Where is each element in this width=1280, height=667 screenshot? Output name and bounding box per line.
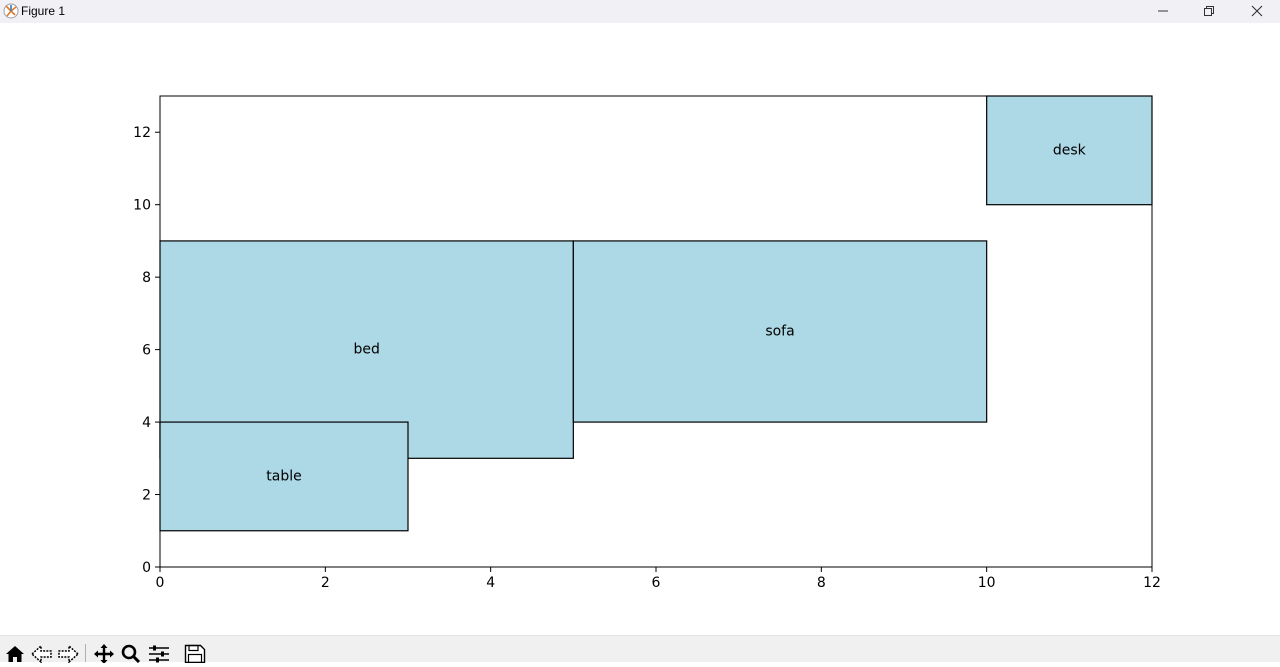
close-button[interactable]: [1234, 0, 1280, 23]
back-button[interactable]: [30, 643, 54, 664]
y-tick-label: 6: [142, 343, 151, 359]
forward-arrow-icon: [58, 644, 80, 664]
title-bar: Figure 1: [0, 0, 1280, 23]
home-icon: [6, 646, 24, 662]
figure-canvas[interactable]: bed sofa table desk 0 2 4 6 8 10 12 0 2 4 6 8 10 12: [0, 23, 1280, 635]
rect-table: [159, 421, 409, 532]
x-tick-label: 4: [486, 575, 495, 591]
y-tick-label: 4: [142, 415, 151, 431]
y-tick-label: 10: [133, 198, 151, 214]
rect-sofa: [572, 240, 988, 423]
home-button[interactable]: [3, 643, 27, 663]
y-tick-label: 2: [142, 488, 151, 504]
restore-button[interactable]: [1186, 0, 1232, 23]
forward-button[interactable]: [56, 643, 80, 664]
minimize-button[interactable]: [1140, 0, 1186, 23]
restore-icon: [1204, 6, 1214, 16]
rect-label-desk: desk: [1053, 142, 1087, 158]
rect-label-bed: bed: [353, 342, 379, 358]
y-tick-label: 8: [142, 270, 151, 286]
configure-subplots-button[interactable]: [147, 643, 171, 663]
rectangles-layer: bed sofa table desk: [159, 95, 1153, 532]
rect-label-sofa: sofa: [765, 324, 794, 340]
x-tick-label: 10: [978, 575, 996, 591]
pan-button[interactable]: [92, 643, 116, 664]
pan-move-icon: [94, 644, 114, 664]
save-floppy-icon: [184, 644, 206, 664]
x-tick-label: 0: [156, 575, 165, 591]
ticks-layer: 0 2 4 6 8 10 12 0 2 4 6 8 10 12: [133, 125, 1161, 591]
x-tick-label: 8: [817, 575, 826, 591]
subplots-config-icon: [149, 645, 169, 663]
rect-desk: [986, 95, 1153, 206]
window-title: Figure 1: [21, 4, 66, 18]
x-tick-label: 2: [321, 575, 330, 591]
rect-label-table: table: [266, 468, 301, 484]
navigation-toolbar: [0, 635, 1280, 664]
toolbar-separator: [85, 644, 86, 662]
close-icon: [1251, 5, 1263, 17]
x-tick-label: 6: [652, 575, 661, 591]
x-tick-label: 12: [1143, 575, 1161, 591]
y-tick-label: 12: [133, 125, 151, 141]
minimize-icon: [1158, 10, 1168, 12]
save-button[interactable]: [183, 643, 207, 664]
zoom-magnifier-icon: [121, 644, 141, 664]
zoom-button[interactable]: [119, 643, 143, 664]
back-arrow-icon: [30, 644, 52, 664]
y-tick-label: 0: [142, 560, 151, 576]
matplotlib-icon: [3, 3, 19, 19]
